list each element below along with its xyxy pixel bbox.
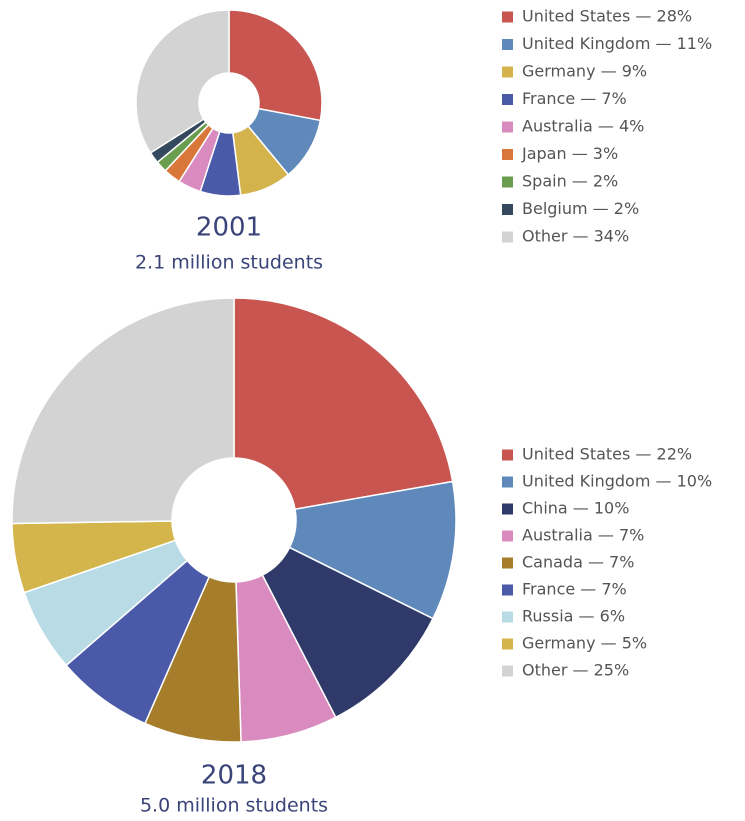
legend-entry: Germany — 5% (522, 634, 647, 653)
legend-swatch (502, 611, 513, 623)
legend-swatch (502, 231, 513, 243)
legend-entry: Canada — 7% (522, 553, 634, 572)
legend-entry: United Kingdom — 10% (522, 472, 712, 491)
legend-entry: United States — 22% (522, 445, 692, 464)
legend-swatch (502, 638, 513, 650)
legend-entry: Australia — 4% (522, 117, 644, 136)
pie-slice (288, 480, 457, 620)
legend-swatch (502, 557, 513, 569)
chart-subtitle: 2.1 million students (135, 252, 323, 274)
legend-swatch (502, 530, 513, 542)
pie-slice (11, 297, 235, 525)
legend-entry: Russia — 6% (522, 607, 625, 626)
legend-swatch (502, 39, 513, 50)
legend-swatch (502, 176, 513, 188)
legend-swatch (502, 149, 513, 160)
legend-swatch (502, 503, 513, 515)
chart-title: 2018 (201, 761, 267, 791)
pie-slice (261, 546, 434, 719)
legend-entry: Other — 34% (522, 227, 629, 246)
legend-entry: France — 7% (522, 580, 627, 599)
legend-entry: Spain — 2% (522, 172, 618, 191)
legend-swatch (502, 94, 513, 105)
legend-entry: Germany — 9% (522, 62, 647, 81)
pie-slice (233, 297, 454, 511)
legend-swatch (502, 449, 513, 461)
pie-slice (228, 9, 323, 122)
legend-swatch (502, 66, 513, 78)
legend-entry: United Kingdom — 11% (522, 34, 712, 53)
legend-entry: Japan — 3% (521, 144, 618, 163)
legend-swatch (502, 476, 513, 488)
legend-entry: Australia — 7% (522, 526, 644, 545)
chart-title: 2001 (196, 213, 262, 243)
legend-entry: United States — 28% (522, 7, 692, 26)
legend-entry: China — 10% (522, 499, 629, 518)
legend-swatch (502, 11, 513, 23)
legend-swatch (502, 121, 513, 133)
chart-subtitle: 5.0 million students (140, 795, 328, 817)
legend-entry: France — 7% (522, 89, 627, 108)
pie-slice (135, 9, 230, 154)
legend-entry: Belgium — 2% (522, 199, 639, 218)
legend-entry: Other — 25% (522, 661, 629, 680)
legend-swatch (502, 204, 513, 215)
legend-swatch (502, 584, 513, 596)
legend-swatch (502, 665, 513, 677)
